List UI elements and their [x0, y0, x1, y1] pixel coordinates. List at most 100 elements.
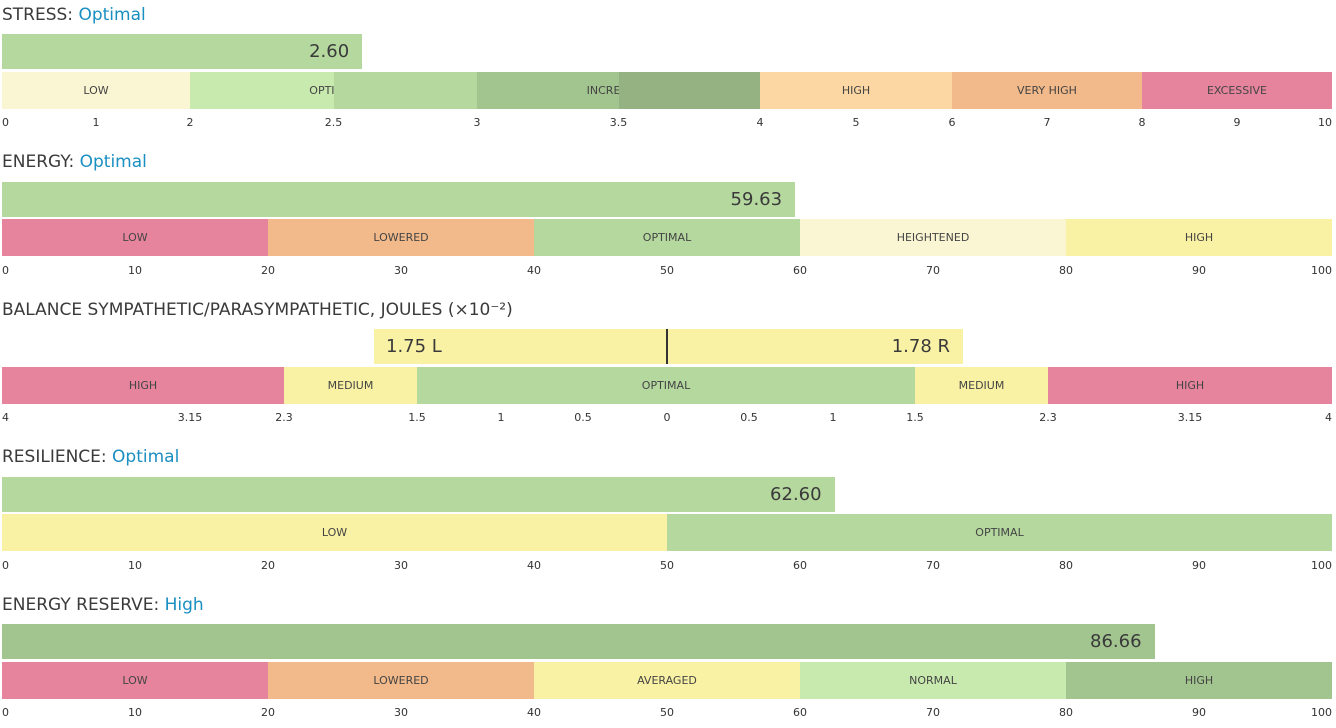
resilience-tick-label: 20: [261, 559, 275, 572]
balance-tick-label: 1: [829, 411, 837, 424]
balance-scale: HIGH MEDIUM OPTIMAL MEDIUM HIGH: [2, 367, 1332, 404]
stress-tick-label: 8: [1138, 116, 1146, 129]
energy-segment: OPTIMAL: [534, 219, 800, 256]
reserve-tick-label: 40: [527, 706, 541, 719]
balance-tick-label: 0.5: [740, 411, 758, 424]
reserve-tick-label: 70: [926, 706, 940, 719]
reserve-title: ENERGY RESERVE: High: [2, 595, 204, 615]
reserve-segment: LOW: [2, 662, 268, 699]
energy-value: 59.63: [730, 189, 783, 210]
reserve-label: ENERGY RESERVE:: [2, 595, 160, 615]
balance-title: BALANCE SYMPATHETIC/PARASYMPATHETIC, JOU…: [2, 300, 513, 320]
reserve-segment: AVERAGED: [534, 662, 800, 699]
balance-segment: MEDIUM: [915, 367, 1048, 404]
stress-label: STRESS:: [2, 5, 74, 25]
reserve-tick-label: 100: [1311, 706, 1332, 719]
balance-left-value: 1.75 L: [386, 336, 442, 357]
stress-status: Optimal: [78, 5, 146, 25]
balance-tick-label: 1: [497, 411, 505, 424]
balance-label: BALANCE SYMPATHETIC/PARASYMPATHETIC, JOU…: [2, 300, 513, 320]
stress-tick-label: 5: [852, 116, 860, 129]
energy-ticks: 0 10 20 30 40 50 60 70 80 90 100: [2, 264, 1332, 278]
resilience-tick-label: 10: [128, 559, 142, 572]
energy-tick-label: 40: [527, 264, 541, 277]
reserve-segment: NORMAL: [800, 662, 1066, 699]
stress-segment: EXCESSIVE: [1142, 72, 1332, 109]
balance-tick-label: 0: [663, 411, 671, 424]
energy-segment: LOW: [2, 219, 268, 256]
stress-tick-label: 7: [1043, 116, 1051, 129]
balance-tick-label: 3.15: [177, 411, 203, 424]
resilience-tick-label: 90: [1192, 559, 1206, 572]
balance-tick-label: 3.15: [1177, 411, 1203, 424]
energy-segment: LOWERED: [268, 219, 534, 256]
energy-value-bar: 59.63: [2, 182, 796, 217]
balance-tick-label: 1.5: [906, 411, 924, 424]
reserve-segment: LOWERED: [268, 662, 534, 699]
stress-segment: LOW: [2, 72, 190, 109]
energy-tick-label: 60: [793, 264, 807, 277]
energy-tick-label: 50: [660, 264, 674, 277]
reserve-tick-label: 50: [660, 706, 674, 719]
balance-tick-label: 1.5: [408, 411, 426, 424]
resilience-ticks: 0 10 20 30 40 50 60 70 80 90 100: [2, 559, 1332, 573]
stress-tick-label: 4: [756, 116, 764, 129]
resilience-value: 62.60: [770, 484, 822, 505]
balance-tick-label: 2.3: [275, 411, 293, 424]
energy-tick-label: 80: [1059, 264, 1073, 277]
balance-segment: HIGH: [2, 367, 284, 404]
resilience-tick-label: 50: [660, 559, 674, 572]
stress-title: STRESS: Optimal: [2, 5, 146, 25]
energy-status: Optimal: [79, 152, 147, 172]
balance-tick-label: 4: [2, 411, 9, 424]
balance-right-value: 1.78 R: [891, 336, 950, 357]
reserve-tick-label: 80: [1059, 706, 1073, 719]
resilience-segment: LOW: [2, 514, 667, 551]
energy-tick-label: 10: [128, 264, 142, 277]
balance-center-line: [666, 329, 668, 364]
energy-segment: HIGH: [1066, 219, 1332, 256]
reserve-status: High: [164, 595, 204, 615]
resilience-tick-label: 70: [926, 559, 940, 572]
reserve-segment: HIGH: [1066, 662, 1332, 699]
energy-segment: HEIGHTENED: [800, 219, 1066, 256]
balance-right-bar: 1.78 R: [668, 329, 963, 364]
stress-tick-label: 10: [1318, 116, 1332, 129]
stress-value-bar: 2.60: [2, 34, 363, 69]
reserve-ticks: 0 10 20 30 40 50 60 70 80 90 100: [2, 706, 1332, 720]
resilience-scale: LOW OPTIMAL: [2, 514, 1332, 551]
reserve-tick-label: 20: [261, 706, 275, 719]
balance-segment: OPTIMAL: [417, 367, 915, 404]
balance-segment: MEDIUM: [284, 367, 417, 404]
reserve-scale: LOW LOWERED AVERAGED NORMAL HIGH: [2, 662, 1332, 699]
balance-ticks: 4 3.15 2.3 1.5 1 0.5 0 0.5 1 1.5 2.3 3.15 4: [2, 411, 1332, 425]
resilience-status: Optimal: [112, 447, 180, 467]
stress-segment: VERY HIGH: [952, 72, 1142, 109]
stress-tick-label: 1: [92, 116, 100, 129]
stress-increased-upper-shade: [618, 72, 760, 109]
resilience-title: RESILIENCE: Optimal: [2, 447, 179, 467]
resilience-tick-label: 0: [2, 559, 9, 572]
resilience-tick-label: 60: [793, 559, 807, 572]
stress-segment: HIGH: [760, 72, 952, 109]
resilience-tick-label: 40: [527, 559, 541, 572]
energy-tick-label: 0: [2, 264, 9, 277]
stress-tick-label: 6: [948, 116, 956, 129]
energy-scale: LOW LOWERED OPTIMAL HEIGHTENED HIGH: [2, 219, 1332, 256]
balance-tick-label: 4: [1325, 411, 1332, 424]
energy-tick-label: 70: [926, 264, 940, 277]
stress-tick-label: 3.5: [609, 116, 628, 129]
stress-ticks: 0 1 2 2.5 3 3.5 4 5 6 7 8 9 10: [2, 116, 1332, 130]
energy-tick-label: 100: [1311, 264, 1332, 277]
reserve-tick-label: 60: [793, 706, 807, 719]
energy-tick-label: 20: [261, 264, 275, 277]
energy-tick-label: 30: [394, 264, 408, 277]
reserve-tick-label: 90: [1192, 706, 1206, 719]
energy-tick-label: 90: [1192, 264, 1206, 277]
resilience-tick-label: 80: [1059, 559, 1073, 572]
balance-tick-label: 2.3: [1039, 411, 1057, 424]
stress-tick-label: 2.5: [324, 116, 343, 129]
resilience-value-bar: 62.60: [2, 477, 835, 512]
balance-tick-label: 0.5: [574, 411, 592, 424]
reserve-value-bar: 86.66: [2, 624, 1155, 659]
